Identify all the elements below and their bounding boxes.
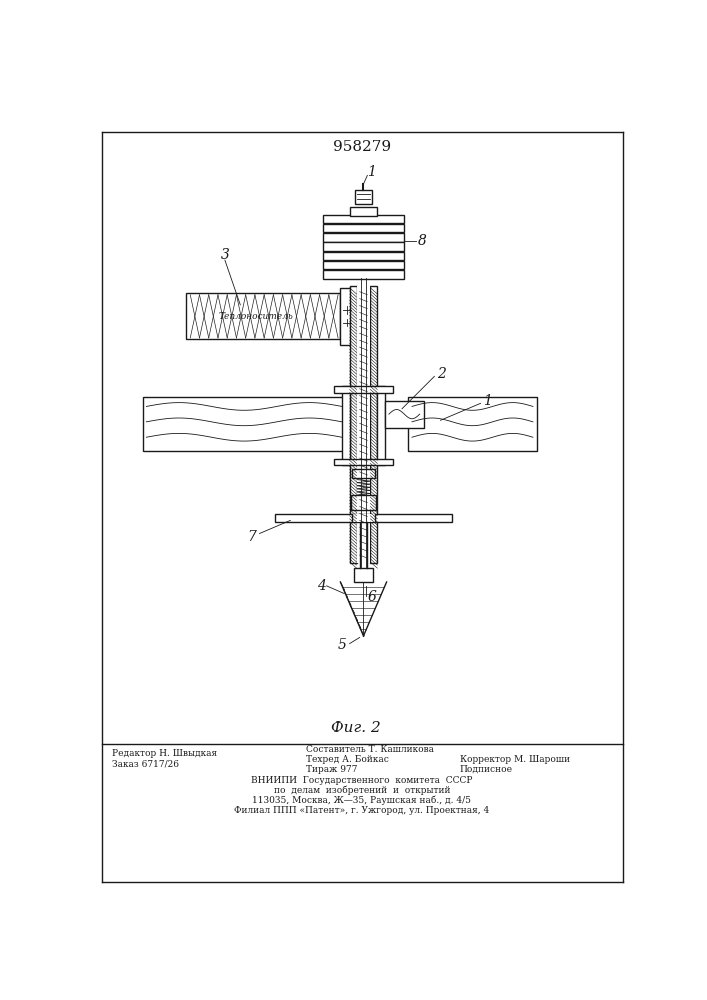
Text: Тираж 977: Тираж 977 (305, 765, 357, 774)
Bar (356, 286, 370, 563)
Text: 2: 2 (437, 367, 445, 381)
Text: 6: 6 (368, 590, 376, 604)
Bar (324, 252, 404, 260)
Text: 5: 5 (337, 638, 346, 652)
Text: Теплоноситель: Теплоноситель (218, 312, 293, 321)
Text: 7: 7 (247, 530, 256, 544)
Bar (324, 215, 404, 223)
Polygon shape (275, 514, 452, 522)
Text: ВНИИПИ  Государственного  комитета  СССР: ВНИИПИ Государственного комитета СССР (251, 776, 473, 785)
Bar (187, 293, 340, 339)
Bar (324, 242, 404, 251)
Text: Подписное: Подписное (460, 765, 513, 774)
Text: 113035, Москва, Ж—35, Раушская наб., д. 4/5: 113035, Москва, Ж—35, Раушская наб., д. … (252, 796, 472, 805)
Text: по  делам  изобретений  и  открытий: по делам изобретений и открытий (274, 786, 450, 795)
Text: 1: 1 (368, 165, 376, 179)
Bar (354, 306, 373, 327)
Bar (324, 233, 404, 242)
Bar (340, 288, 354, 345)
Bar (334, 386, 393, 393)
Bar (354, 568, 373, 582)
Text: Филиал ППП «Патент», г. Ужгород, ул. Проектная, 4: Филиал ППП «Патент», г. Ужгород, ул. Про… (234, 806, 489, 815)
Bar (370, 286, 378, 563)
Bar (350, 286, 356, 563)
Bar (355, 190, 372, 204)
Text: Корректор М. Шароши: Корректор М. Шароши (460, 755, 570, 764)
Bar (378, 386, 385, 465)
Text: Техред А. Бойкас: Техред А. Бойкас (305, 755, 389, 764)
Text: Фиг. 2: Фиг. 2 (331, 721, 380, 735)
Bar (342, 386, 350, 465)
Text: Составитель Т. Кашликова: Составитель Т. Кашликова (305, 745, 433, 754)
Text: 3: 3 (221, 248, 229, 262)
Bar (324, 270, 404, 279)
Bar (334, 459, 393, 465)
Text: Заказ 6717/26: Заказ 6717/26 (112, 759, 179, 768)
Bar (352, 469, 375, 478)
Text: 4: 4 (317, 579, 326, 593)
Text: 8: 8 (417, 234, 426, 248)
Bar (143, 397, 346, 451)
Bar (351, 207, 378, 216)
Bar (352, 514, 375, 522)
Text: Редактор Н. Швыдкая: Редактор Н. Швыдкая (112, 749, 217, 758)
Bar (408, 397, 537, 451)
Text: 958279: 958279 (333, 140, 391, 154)
Bar (324, 261, 404, 269)
Bar (324, 224, 404, 232)
Bar (351, 495, 376, 510)
Text: 1: 1 (483, 394, 491, 408)
Bar (385, 401, 423, 428)
